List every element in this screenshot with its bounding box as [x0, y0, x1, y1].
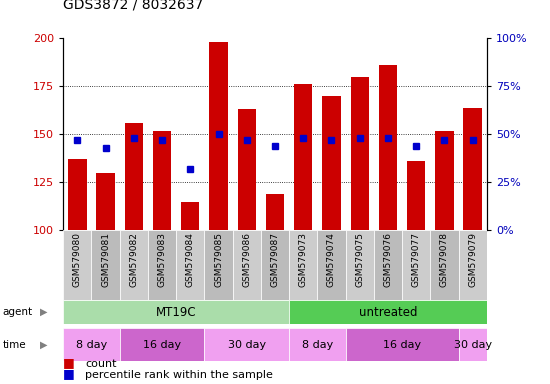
Bar	[289, 328, 345, 361]
Text: GSM579082: GSM579082	[129, 232, 139, 287]
Text: GSM579087: GSM579087	[271, 232, 279, 288]
Bar	[402, 230, 430, 300]
Bar	[464, 108, 482, 230]
Text: GSM579073: GSM579073	[299, 232, 308, 288]
Text: 16 day: 16 day	[383, 339, 421, 350]
Bar	[430, 230, 459, 300]
Bar	[63, 300, 289, 324]
Bar	[205, 328, 289, 361]
Bar	[210, 42, 228, 230]
Text: ■: ■	[63, 367, 75, 380]
Text: agent: agent	[3, 307, 33, 317]
Bar	[289, 300, 487, 324]
Bar	[459, 328, 487, 361]
Text: GSM579080: GSM579080	[73, 232, 82, 288]
Text: GSM579083: GSM579083	[157, 232, 167, 288]
Bar	[181, 202, 200, 230]
Text: GSM579076: GSM579076	[383, 232, 393, 288]
Bar	[125, 123, 143, 230]
Bar	[233, 230, 261, 300]
Bar	[205, 230, 233, 300]
Text: GSM579077: GSM579077	[411, 232, 421, 288]
Bar	[120, 230, 148, 300]
Text: 8 day: 8 day	[302, 339, 333, 350]
Text: percentile rank within the sample: percentile rank within the sample	[85, 370, 273, 380]
Bar	[238, 109, 256, 230]
Text: GSM579084: GSM579084	[186, 232, 195, 287]
Text: count: count	[85, 359, 117, 369]
Bar	[322, 96, 340, 230]
Bar	[379, 65, 397, 230]
Bar	[63, 328, 120, 361]
Bar	[96, 173, 115, 230]
Text: 16 day: 16 day	[143, 339, 181, 350]
Text: GSM579074: GSM579074	[327, 232, 336, 287]
Text: 30 day: 30 day	[454, 339, 492, 350]
Bar	[120, 328, 205, 361]
Bar	[345, 230, 374, 300]
Bar	[153, 131, 171, 230]
Bar	[459, 230, 487, 300]
Text: 30 day: 30 day	[228, 339, 266, 350]
Bar	[63, 230, 91, 300]
Text: time: time	[3, 339, 26, 350]
Text: ▶: ▶	[40, 307, 47, 317]
Bar	[266, 194, 284, 230]
Text: GSM579081: GSM579081	[101, 232, 110, 288]
Text: GSM579078: GSM579078	[440, 232, 449, 288]
Bar	[435, 131, 454, 230]
Text: untreated: untreated	[359, 306, 417, 318]
Text: ▶: ▶	[40, 339, 47, 350]
Bar	[176, 230, 205, 300]
Bar	[68, 159, 86, 230]
Bar	[350, 77, 369, 230]
Text: GSM579085: GSM579085	[214, 232, 223, 288]
Bar	[261, 230, 289, 300]
Bar	[294, 84, 312, 230]
Text: MT19C: MT19C	[156, 306, 196, 318]
Bar	[148, 230, 176, 300]
Bar	[345, 328, 459, 361]
Text: GSM579086: GSM579086	[242, 232, 251, 288]
Text: GSM579079: GSM579079	[468, 232, 477, 288]
Text: ■: ■	[63, 356, 75, 369]
Bar	[317, 230, 345, 300]
Text: 8 day: 8 day	[76, 339, 107, 350]
Bar	[407, 161, 425, 230]
Bar	[374, 230, 402, 300]
Bar	[289, 230, 317, 300]
Text: GDS3872 / 8032637: GDS3872 / 8032637	[63, 0, 204, 12]
Bar	[91, 230, 120, 300]
Text: GSM579075: GSM579075	[355, 232, 364, 288]
